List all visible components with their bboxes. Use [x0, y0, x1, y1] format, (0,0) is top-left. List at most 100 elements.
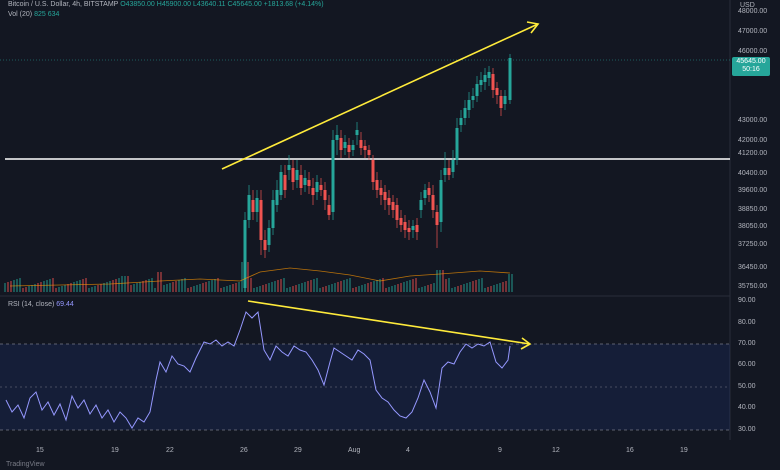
volume-bar	[58, 287, 60, 292]
volume-bar	[418, 288, 420, 292]
volume-bar	[166, 284, 168, 292]
volume-bar	[313, 279, 315, 292]
candle-body	[367, 150, 371, 155]
rsi-trendline[interactable]	[247, 300, 532, 350]
volume-bar	[226, 286, 228, 292]
price-axis-tick: 43000.00	[738, 117, 768, 124]
volume-bar	[91, 287, 93, 292]
volume-bar	[187, 288, 189, 292]
volume-bar	[352, 288, 354, 292]
rsi-axis-tick: 80.00	[738, 319, 756, 326]
candle-body	[355, 130, 359, 135]
volume-bar	[355, 287, 357, 292]
rsi-label[interactable]: RSI (14, close)	[8, 301, 55, 308]
candle-body	[251, 200, 255, 212]
ohlc-values: O43850.00 H45900.00 L43640.11 C45645.00 …	[120, 1, 324, 8]
volume-bar	[211, 280, 213, 292]
volume-bar	[484, 288, 486, 292]
volume-bar	[34, 284, 36, 292]
volume-bar	[322, 287, 324, 292]
volume-bar	[481, 278, 483, 292]
volume-bar	[349, 278, 351, 292]
volume-bar	[241, 262, 243, 292]
volume-bar	[343, 280, 345, 292]
volume-bar	[271, 282, 273, 292]
volume-bar	[148, 279, 150, 292]
volume-bar	[451, 288, 453, 292]
candle-body	[363, 146, 367, 150]
candle-body	[415, 225, 419, 232]
volume-bar	[301, 283, 303, 292]
volume-bar	[445, 279, 447, 292]
volume-bar	[334, 283, 336, 292]
price-axis-tick: 47000.00	[738, 28, 768, 35]
volume-bar	[502, 282, 504, 292]
price-trendline[interactable]	[221, 21, 540, 170]
volume-bar	[421, 287, 423, 292]
volume-bar	[385, 288, 387, 292]
candle-body	[399, 218, 403, 225]
volume-bar	[496, 284, 498, 292]
volume-bar	[70, 283, 72, 292]
candles	[243, 54, 512, 292]
candle-body	[323, 190, 327, 200]
candle-body	[275, 190, 279, 205]
volume-bar	[208, 281, 210, 292]
volume-bar	[118, 278, 120, 292]
volume-bar	[289, 287, 291, 292]
volume-bar	[457, 286, 459, 292]
currency-label[interactable]: USD	[740, 2, 755, 9]
volume-bar	[505, 281, 507, 292]
volume-bar	[397, 284, 399, 292]
volume-bar	[286, 288, 288, 292]
volume-bar	[145, 280, 147, 292]
volume-bar	[73, 282, 75, 292]
volume-bars	[4, 262, 513, 292]
volume-bar	[373, 281, 375, 292]
candle-body	[315, 182, 319, 192]
volume-values: 825 634	[34, 11, 60, 18]
volume-bar	[469, 282, 471, 292]
symbol-title[interactable]: Bitcoin / U.S. Dollar, 4h, BITSTAMP	[8, 1, 119, 8]
volume-label[interactable]: Vol (20)	[8, 11, 33, 18]
volume-bar	[124, 276, 126, 292]
volume-bar	[274, 281, 276, 292]
candle-body	[299, 175, 303, 188]
volume-bar	[415, 278, 417, 292]
candle-body	[243, 220, 247, 288]
candle-body	[395, 205, 399, 220]
candle-body	[311, 188, 315, 195]
volume-bar	[367, 283, 369, 292]
candle-body	[447, 168, 451, 175]
candle-body	[471, 96, 475, 100]
volume-bar	[361, 285, 363, 292]
price-axis-tick: 36450.00	[738, 264, 768, 271]
volume-bar	[268, 283, 270, 292]
candle-body	[335, 135, 339, 140]
volume-bar	[67, 284, 69, 292]
rsi-value: 69.44	[56, 301, 74, 308]
rsi-axis-tick: 50.00	[738, 383, 756, 390]
volume-bar	[295, 285, 297, 292]
volume-bar	[175, 281, 177, 292]
volume-bar	[109, 281, 111, 292]
volume-bar	[307, 281, 309, 292]
candle-body	[279, 172, 283, 195]
candle-body	[271, 200, 275, 228]
volume-bar	[262, 285, 264, 292]
volume-bar	[424, 286, 426, 292]
volume-bar	[7, 282, 9, 292]
volume-bar	[154, 288, 156, 292]
candle-body	[475, 84, 479, 96]
volume-bar	[205, 282, 207, 292]
volume-bar	[61, 286, 63, 292]
volume-bar	[85, 278, 87, 292]
volume-bar	[181, 279, 183, 292]
volume-bar	[283, 278, 285, 292]
volume-bar	[304, 282, 306, 292]
volume-bar	[190, 287, 192, 292]
tradingview-logo[interactable]: TradingView	[6, 461, 45, 468]
candle-body	[387, 198, 391, 205]
time-axis-tick: 4	[406, 447, 410, 454]
